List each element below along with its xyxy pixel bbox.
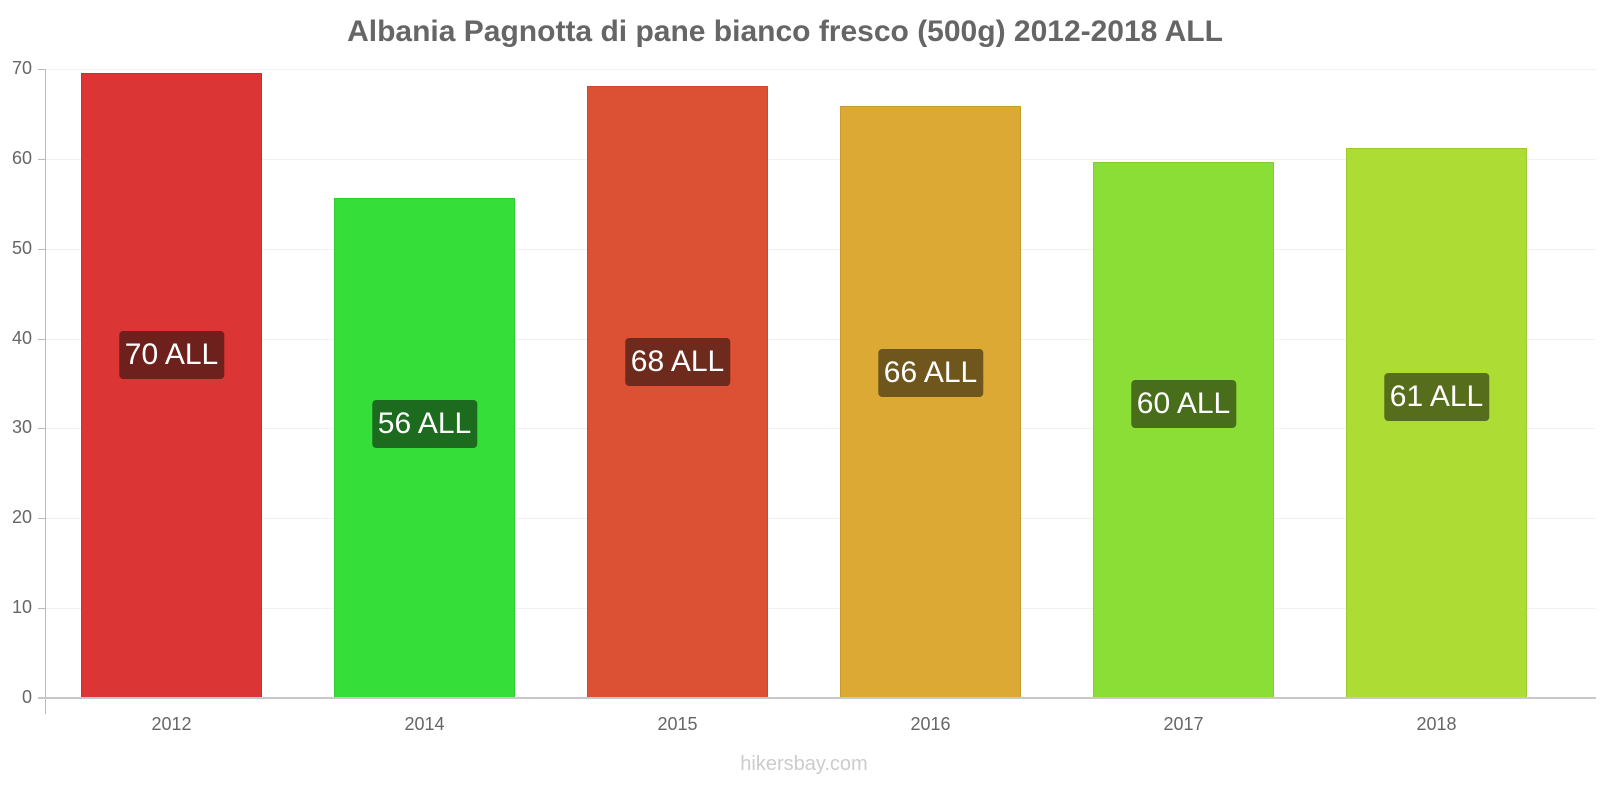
gridline bbox=[46, 608, 1596, 610]
y-tick-label: 30 bbox=[11, 417, 32, 438]
y-tick-label: 40 bbox=[11, 327, 32, 348]
y-axis-line bbox=[45, 69, 46, 714]
gridline bbox=[46, 518, 1596, 520]
y-tick-mark bbox=[38, 518, 46, 520]
bar-2012[interactable]: 70 ALL bbox=[81, 72, 262, 698]
gridline bbox=[46, 338, 1596, 340]
x-tick-label: 2018 bbox=[1416, 714, 1457, 734]
y-tick-label: 60 bbox=[11, 147, 32, 168]
plot-area: 70 ALL 56 ALL 68 ALL 66 ALL 60 ALL 61 ALL bbox=[46, 69, 1596, 698]
y-tick-label: 0 bbox=[21, 687, 32, 707]
y-tick-label: 50 bbox=[11, 237, 32, 258]
bar-value-label: 68 ALL bbox=[624, 338, 731, 387]
x-tick-label: 2017 bbox=[1163, 714, 1204, 734]
y-tick-mark bbox=[38, 248, 46, 250]
gridline bbox=[46, 248, 1596, 250]
chart-title: Albania Pagnotta di pane bianco fresco (… bbox=[347, 15, 1223, 48]
x-tick-label: 2014 bbox=[404, 714, 445, 734]
bar-2018[interactable]: 61 ALL bbox=[1346, 148, 1527, 698]
gridline bbox=[46, 69, 1596, 70]
gridline bbox=[46, 158, 1596, 160]
y-tick-label: 70 bbox=[11, 58, 32, 78]
y-tick-mark bbox=[38, 428, 46, 430]
bar-value-label: 60 ALL bbox=[1130, 379, 1237, 428]
y-tick-label: 10 bbox=[11, 597, 32, 618]
x-tick-label: 2015 bbox=[657, 714, 698, 734]
y-tick-mark bbox=[38, 338, 46, 340]
bar-value-label: 66 ALL bbox=[877, 349, 984, 398]
bar-value-label: 70 ALL bbox=[118, 331, 225, 380]
y-tick-mark bbox=[38, 158, 46, 160]
bar-2014[interactable]: 56 ALL bbox=[334, 198, 515, 698]
watermark: hikersbay.com bbox=[740, 753, 868, 775]
x-tick-label: 2016 bbox=[910, 714, 951, 734]
bar-value-label: 61 ALL bbox=[1383, 372, 1490, 421]
gridline bbox=[46, 428, 1596, 430]
bar-2017[interactable]: 60 ALL bbox=[1093, 161, 1274, 698]
y-tick-mark bbox=[38, 69, 46, 70]
y-tick-mark bbox=[38, 608, 46, 610]
y-tick-label: 20 bbox=[11, 507, 32, 528]
bar-value-label: 56 ALL bbox=[371, 400, 478, 449]
bar-2015[interactable]: 68 ALL bbox=[587, 86, 768, 698]
x-tick-label: 2012 bbox=[151, 714, 192, 734]
bar-2016[interactable]: 66 ALL bbox=[840, 105, 1021, 698]
x-axis-line bbox=[38, 697, 1596, 699]
